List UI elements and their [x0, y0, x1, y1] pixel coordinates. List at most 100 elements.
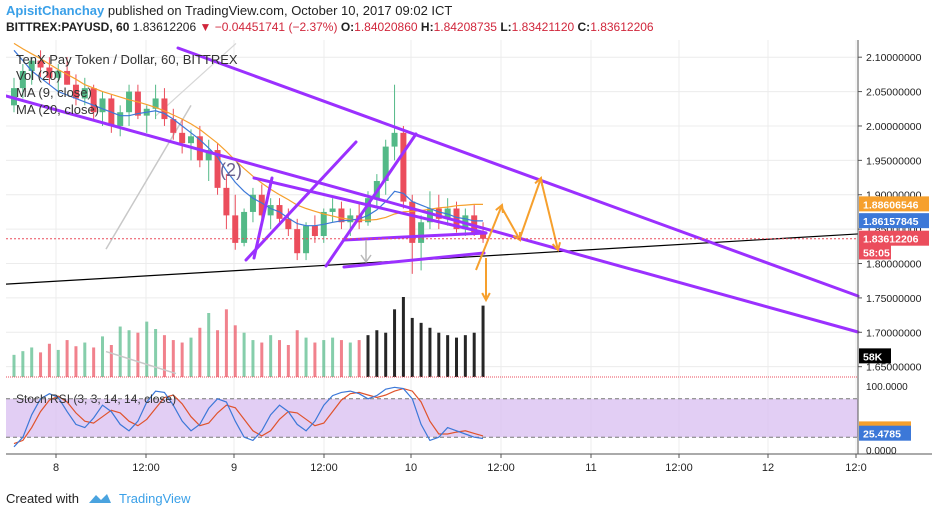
candle-body [126, 91, 133, 113]
volume-bar [65, 340, 69, 377]
ma9-line [13, 49, 483, 227]
price-label-box [859, 348, 891, 364]
volume-bar [56, 349, 60, 377]
candle-body [382, 146, 389, 181]
volume-bar [224, 309, 228, 377]
ohlc-line: BITTREX:PAYUSD, 60 1.83612206 ▼ −0.04451… [6, 19, 931, 36]
candle-body [72, 84, 79, 99]
footer: Created with TradingView [6, 488, 191, 508]
legend-volume: Vol (20) [16, 68, 61, 83]
moving-averages [13, 42, 483, 227]
volume-bar [74, 346, 78, 377]
price-tick-label: 1.80000000 [866, 259, 922, 271]
volume-bar [39, 352, 43, 377]
open-label: O: [340, 20, 355, 34]
tradingview-link[interactable]: TradingView [118, 490, 191, 506]
created-with-label: Created with [6, 490, 79, 506]
candle-body [55, 70, 62, 78]
volume-bar [410, 317, 414, 377]
author-link[interactable]: ApisitChanchay [6, 3, 105, 18]
candle-body [90, 88, 97, 113]
volume-bar [428, 327, 432, 377]
stoch-tick-label: 0.0000 [866, 446, 897, 457]
candle-body [311, 225, 318, 237]
last-price: 1.83612206 [132, 20, 197, 34]
volume-bar [127, 330, 131, 377]
candle-body [81, 88, 88, 99]
candle-body [303, 225, 310, 254]
volume-bar [304, 337, 308, 377]
candle-body [418, 222, 425, 243]
candle-body [426, 208, 433, 223]
price-tick-label: 2.10000000 [866, 52, 922, 64]
orange-arrow-head [512, 231, 522, 242]
price-change: −0.04451741 (−2.37%) [214, 20, 338, 34]
legend-ma20: MA (20, close) [16, 102, 99, 117]
candle-body [161, 98, 168, 120]
time-tick-label: 8 [53, 462, 59, 474]
price-tick-label: 1.65000000 [866, 362, 922, 374]
purple-trendline [342, 251, 486, 269]
volume-bar [216, 330, 220, 377]
volume-bar [136, 332, 140, 377]
publish-info: published on TradingView.com, October 10… [107, 3, 453, 18]
time-tick-label: 11 [585, 462, 596, 474]
price-label-box [859, 244, 891, 260]
candle-body [170, 119, 177, 133]
candle-body [37, 60, 44, 68]
candle-body [435, 208, 442, 219]
symbol-label: BITTREX:PAYUSD, 60 [6, 20, 130, 34]
time-tick-label: 12 [762, 462, 774, 474]
volume-bar [260, 342, 264, 377]
candle-body [365, 198, 371, 223]
volume-bar [233, 325, 237, 377]
volume-bar [189, 337, 193, 377]
price-label-text: 1.83612206 [863, 234, 919, 246]
volume-bar [419, 322, 423, 377]
wave-annotation: (2) [220, 160, 242, 180]
volume-bar [331, 337, 335, 377]
candle-body [223, 187, 230, 216]
candle-body [241, 211, 248, 243]
purple-trendline [4, 94, 860, 334]
purple-trendline [244, 140, 358, 262]
volume-bar [455, 337, 458, 377]
gray-line [155, 42, 237, 117]
gray-line [105, 104, 192, 250]
tradingview-logo-icon [87, 491, 113, 505]
volume-bar [83, 342, 87, 377]
volume-bar [472, 332, 476, 377]
price-tick-label: 2.05000000 [866, 87, 922, 99]
candle-body [391, 132, 398, 147]
volume-bars [12, 297, 485, 377]
candle-body [400, 132, 407, 202]
legend-stoch: Stoch RSI (3, 3, 14, 14, close) [16, 392, 176, 406]
candle-body [64, 70, 71, 85]
chart-container[interactable]: 2.10000000 2.05000000 2.00000000 1.95000000… [4, 40, 932, 477]
gray-line [105, 350, 177, 375]
price-label-box [859, 196, 929, 212]
low-value: 1.83421120 [511, 20, 575, 34]
candle-body [205, 150, 212, 161]
volume-bar [180, 342, 184, 377]
drawings [4, 46, 860, 378]
volume-bar [145, 321, 149, 377]
volume-bar [295, 330, 299, 377]
candle-body [249, 194, 256, 212]
candles [11, 50, 487, 274]
purple-trendline [252, 176, 488, 235]
candle-body [46, 67, 53, 78]
volume-bar [278, 340, 281, 377]
orange-arrow-head [551, 242, 562, 253]
candle-body [285, 218, 292, 230]
price-chart[interactable]: 2.10000000 2.05000000 2.00000000 1.95000000… [4, 40, 932, 477]
candle-body [179, 132, 186, 144]
volume-bar [162, 335, 166, 377]
candle-body [19, 70, 26, 89]
volume-bar [242, 332, 246, 377]
candle-body [329, 208, 336, 212]
volume-bar [251, 340, 255, 377]
price-tick-label: 2.00000000 [866, 121, 922, 133]
purple-trendline [176, 46, 860, 298]
time-tick-label: 12:00 [487, 462, 515, 474]
